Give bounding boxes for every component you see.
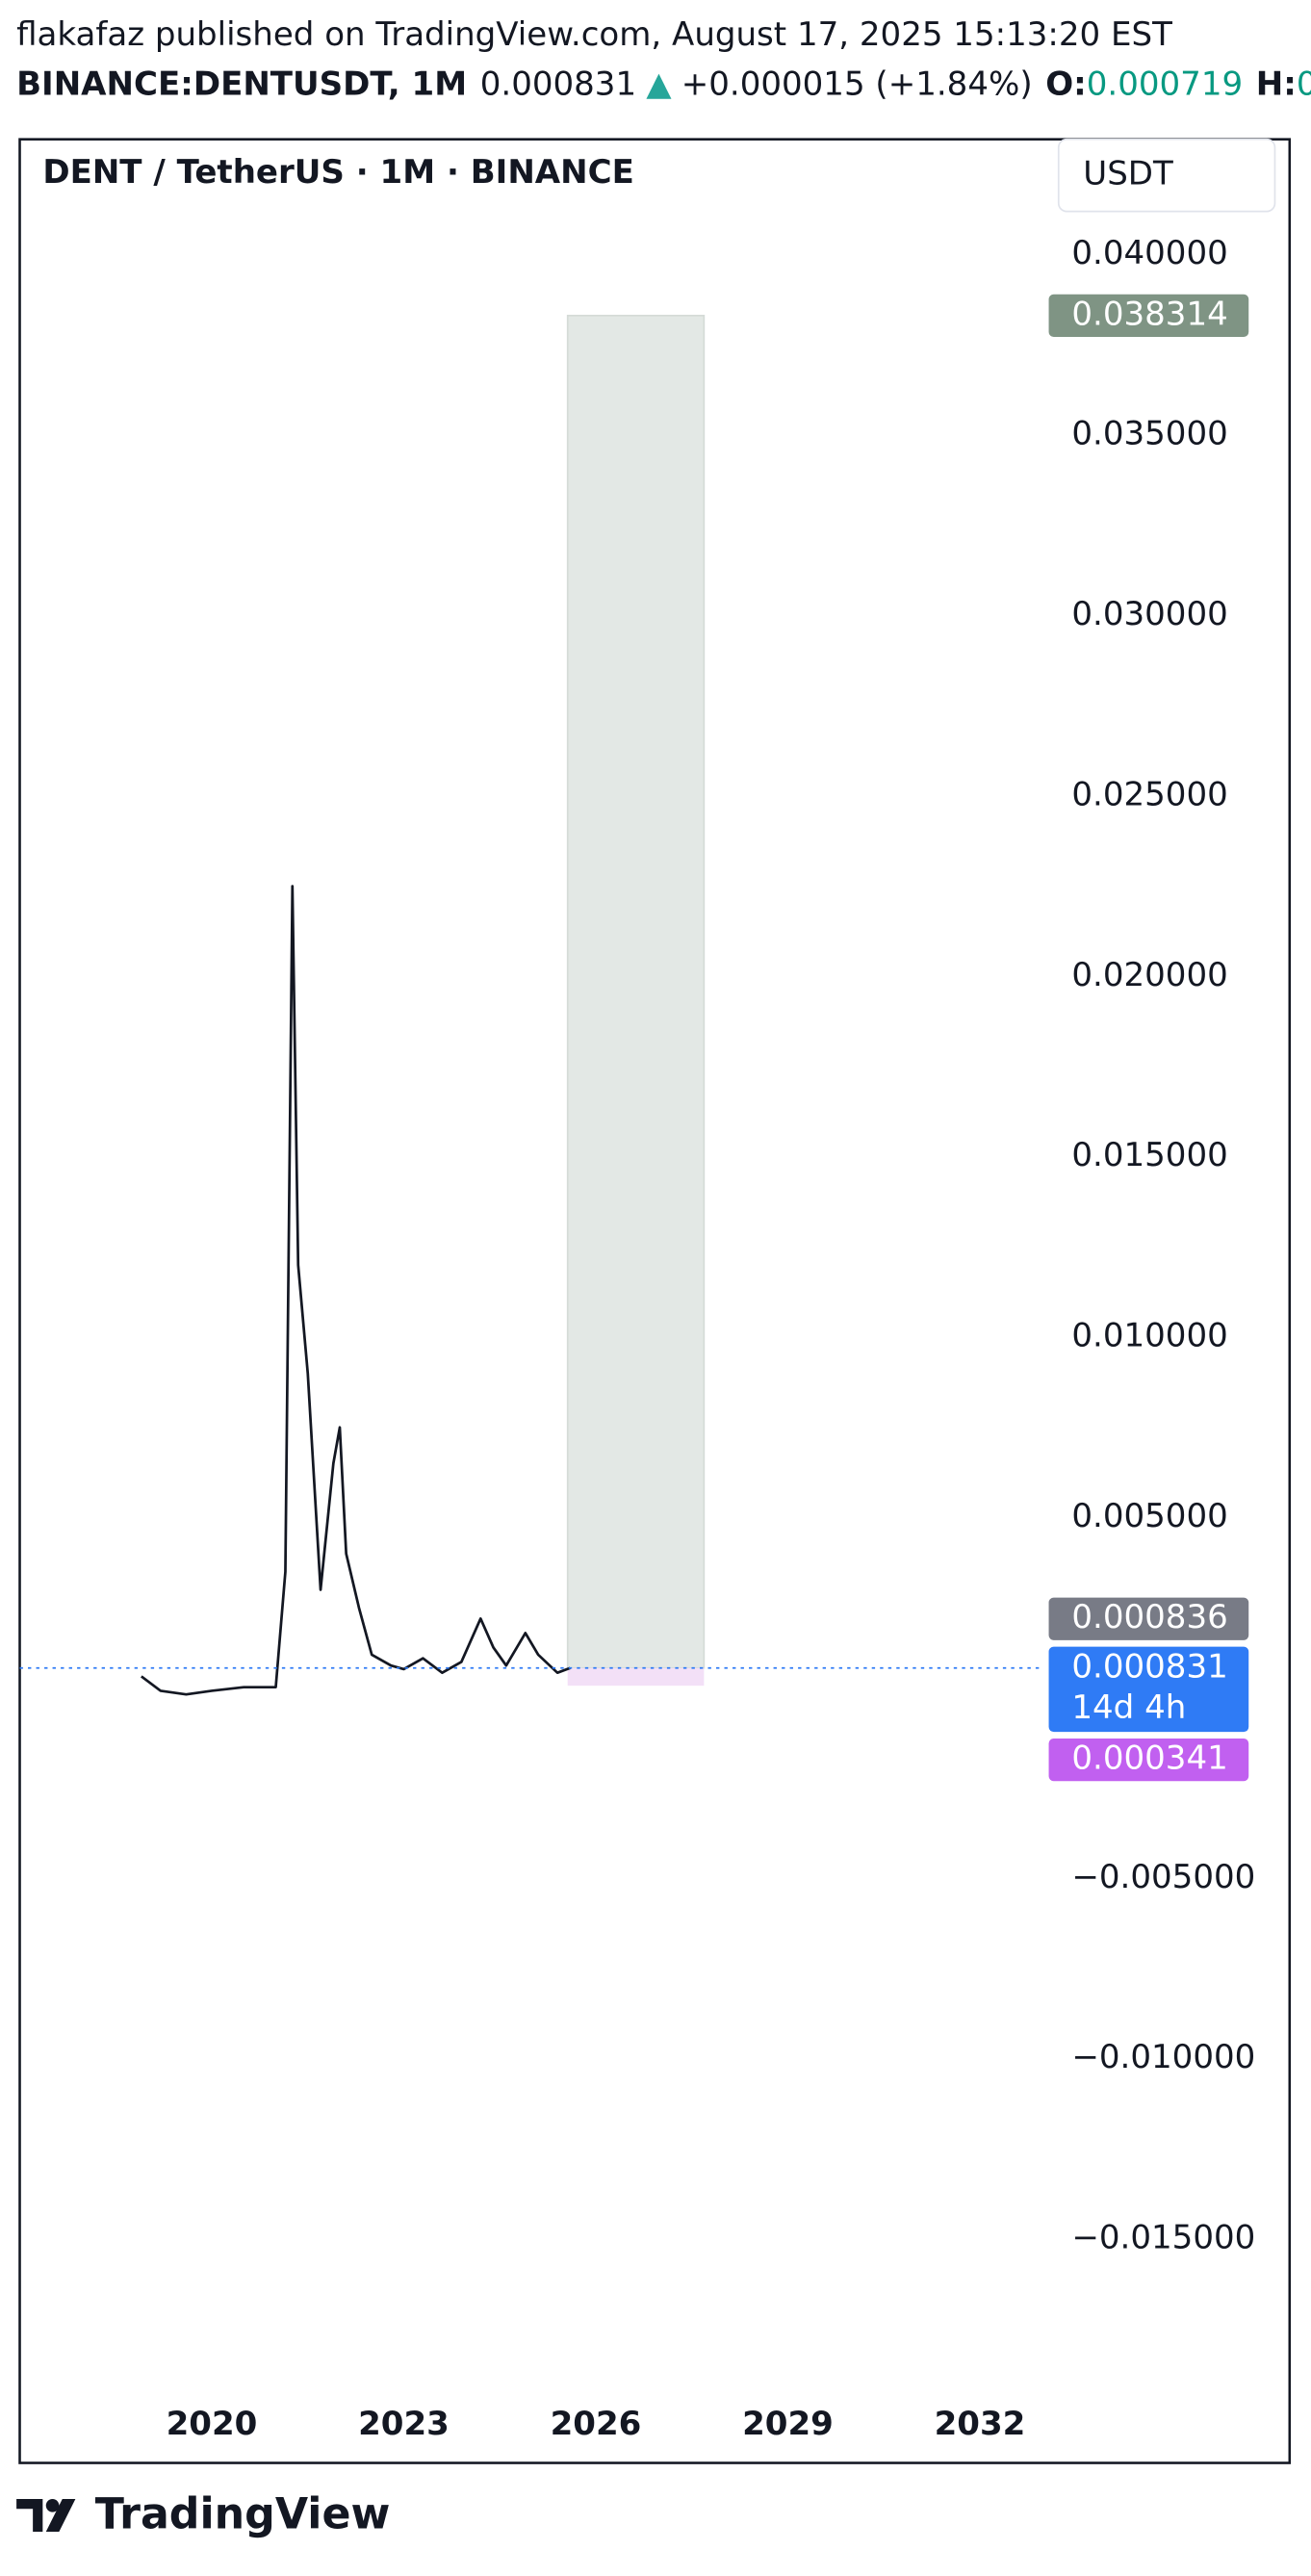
y-tick-label: −0.005000 [1071, 1858, 1255, 1896]
high-key: H: [1256, 64, 1297, 103]
price-label-box [1048, 1738, 1249, 1782]
change: +0.000015 (+1.84%) [681, 64, 1033, 103]
currency-label[interactable]: USDT [1083, 155, 1173, 193]
y-tick-label: 0.040000 [1071, 234, 1227, 272]
symbol-line: BINANCE:DENTUSDT, 1M 0.000831 ▲ +0.000015 (… [16, 64, 1311, 103]
up-arrow: ▲ [646, 64, 672, 103]
y-tick-label: 0.010000 [1071, 1317, 1227, 1355]
price-line [141, 885, 571, 1696]
logo-mark [16, 2498, 43, 2533]
y-tick-label: 0.015000 [1071, 1136, 1227, 1174]
price-label: 0.000341 [1071, 1739, 1227, 1778]
x-tick-label: 2029 [742, 2405, 834, 2443]
stop-zone [567, 1667, 705, 1687]
y-tick-label: 0.025000 [1071, 775, 1227, 813]
y-tick-label: 0.030000 [1071, 595, 1227, 633]
y-tick-label: −0.015000 [1071, 2219, 1255, 2257]
y-tick-label: 0.020000 [1071, 956, 1227, 994]
last-price: 0.000831 [480, 64, 636, 103]
chart-title: DENT / TetherUS · 1M · BINANCE [42, 153, 634, 192]
high-value: 0.0 [1297, 64, 1311, 103]
y-tick-label: −0.010000 [1071, 2038, 1255, 2076]
logo-slash [45, 2498, 76, 2533]
y-tick-label: 0.005000 [1071, 1497, 1227, 1535]
price-label-box [1048, 1597, 1249, 1640]
publish-info: flakafaz published on TradingView.com, A… [16, 15, 1172, 54]
chart-frame [18, 138, 1292, 2464]
currency-button[interactable] [1057, 138, 1276, 213]
open-key: O: [1045, 64, 1087, 103]
brand: TradingView [95, 2490, 391, 2539]
logo-dot [45, 2498, 60, 2512]
symbol: BINANCE:DENTUSDT, 1M [16, 64, 467, 103]
price-label: 0.000836 [1071, 1598, 1227, 1636]
logo [16, 2498, 76, 2533]
y-tick-label: 0.035000 [1071, 415, 1227, 453]
price-label-box [1048, 1646, 1249, 1733]
x-tick-label: 2032 [935, 2405, 1026, 2443]
countdown: 14d 4h [1071, 1688, 1186, 1727]
price-label-box [1048, 294, 1249, 337]
x-tick-label: 2020 [167, 2405, 258, 2443]
target-zone [566, 314, 706, 1669]
x-tick-label: 2026 [551, 2405, 642, 2443]
price-label: 0.000831 [1071, 1647, 1227, 1686]
x-tick-label: 2023 [358, 2405, 450, 2443]
price-label: 0.038314 [1071, 295, 1227, 333]
open-value: 0.000719 [1087, 64, 1243, 103]
